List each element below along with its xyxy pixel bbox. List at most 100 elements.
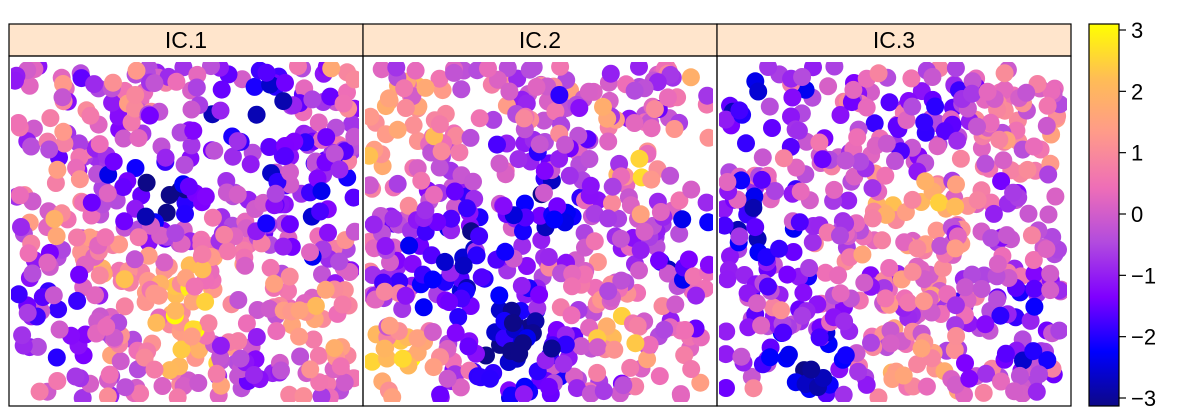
scatter-point [588,363,607,382]
scatter-point [563,264,582,283]
scatter-point [156,148,175,167]
scatter-point [945,341,964,359]
scatter-point [237,314,256,333]
scatter-point [47,348,66,367]
scatter-point [992,372,1010,391]
scatter-point [903,262,922,281]
legend-tick-label: 3 [1131,18,1143,43]
scatter-point [982,229,1001,248]
scatter-point [651,203,670,221]
scatter-point [193,260,212,279]
scatter-point [719,322,736,341]
scatter-point [956,354,974,373]
scatter-point [1024,251,1043,269]
scatter-point [160,186,179,204]
scatter-point [810,328,829,347]
scatter-point [400,236,419,255]
scatter-point [111,352,130,371]
scatter-point [672,386,690,402]
scatter-point [621,358,640,377]
scatter-point [869,64,888,83]
scatter-point [279,282,297,300]
scatter-point [766,182,784,200]
scatter-point [698,86,713,105]
scatter-point [960,369,979,388]
scatter-point [658,264,677,283]
scatter-point [313,265,331,284]
scatter-point [650,367,669,386]
scatter-point [1018,160,1037,179]
scatter-point [572,337,591,356]
scatter-point [899,293,918,312]
scatter-point [207,364,226,383]
scatter-point [978,82,997,101]
scatter-point [719,270,737,289]
points-ic-3 [719,62,1067,402]
points-ic-1 [11,62,359,402]
scatter-point [603,194,621,213]
scatter-point [265,274,284,293]
scatter-point [770,239,789,258]
scatter-point [316,280,335,299]
scatter-point [556,335,575,354]
scatter-point [902,69,921,88]
scatter-point [182,327,201,346]
scatter-point [211,101,230,120]
scatter-point [49,300,68,319]
scatter-point [650,251,668,270]
scatter-point [853,245,872,264]
scatter-point [196,292,215,311]
scatter-point [630,261,648,280]
scatter-point [236,256,254,275]
scatter-point [187,78,206,97]
scatter-point [272,361,290,380]
scatter-point [28,337,47,356]
scatter-point [834,385,853,402]
scatter-point [365,176,379,195]
scatter-point [570,99,589,117]
scatter-point [760,97,779,116]
scatter-point [440,293,459,311]
scatter-point [994,151,1013,170]
scatter-point [82,206,101,225]
scatter-point [946,375,965,394]
scatter-point [490,286,509,305]
scatter-point [257,63,276,82]
scatter-point [599,132,618,151]
scatter-point [1021,311,1040,330]
scatter-point [928,137,947,156]
scatter-point [229,291,248,309]
scatter-point [18,303,37,322]
scatter-point [1027,382,1046,401]
scatter-point [946,239,965,258]
scatter-point [257,214,276,233]
scatter-point [927,221,946,240]
scatter-point [772,301,791,320]
scatter-point [182,100,201,119]
scatter-point [665,120,684,138]
scatter-point [11,285,28,304]
scatter-point [416,201,435,220]
scatter-point [908,355,927,374]
scatter-point [147,313,166,332]
scatter-point [317,128,336,147]
scatter-point [345,70,359,89]
scatter-point [849,362,868,381]
scatter-point [687,286,705,305]
scatter-point [1025,264,1044,283]
scatter-point [530,135,549,154]
scatter-point [873,231,892,250]
scatter-point [104,73,122,92]
scatter-point [1005,382,1024,401]
scatter-point [70,170,89,189]
scatter-point [384,209,403,228]
scatter-point [819,77,838,96]
scatter-point [470,109,489,128]
scatter-point [789,121,808,140]
scatter-point [793,68,812,86]
scatter-point [280,215,299,234]
scatter-point [793,306,812,325]
scatter-point [280,267,299,286]
scatter-point [218,242,237,261]
scatter-point [66,367,85,386]
